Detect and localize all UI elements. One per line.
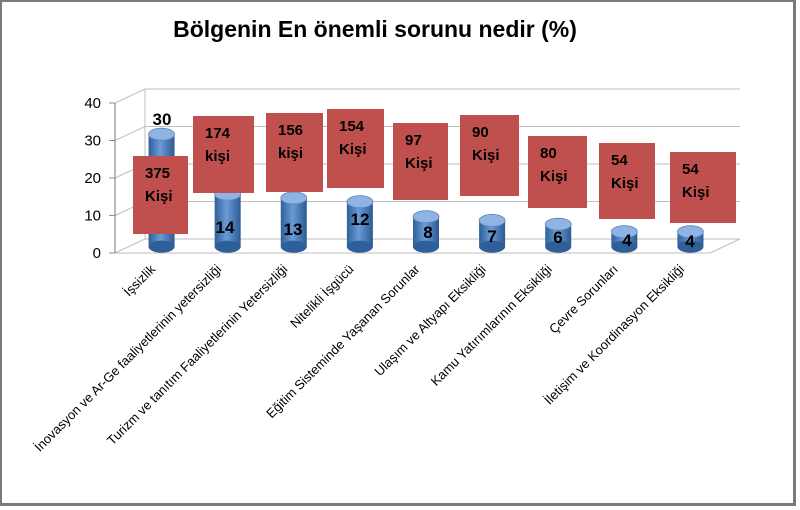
gridline-depth [114,238,146,254]
bar-base [413,240,439,253]
bar-top [346,195,374,209]
gridline-depth [114,126,146,141]
floor-right-edge [709,238,741,254]
bar [610,225,638,253]
count-number: 97 [405,132,422,149]
bar-body [214,194,241,247]
bar [280,191,308,253]
bar [412,210,440,253]
x-tick-label: Çevre Sorunları [546,262,621,337]
count-number: 90 [472,124,489,141]
bar [544,217,572,253]
count-box: 80 Kişi [528,136,587,208]
bar-top [478,214,506,227]
count-box-bg [193,116,254,193]
x-tick-label: İşsizlik [121,261,159,299]
count-number: 154 [339,118,365,135]
count-box-bg [528,136,587,208]
count-box-bg [327,109,384,188]
x-tick-label: Nitelikli İşgücü [287,262,356,331]
bar-top [148,127,175,141]
bar [346,195,374,253]
count-number: 54 [682,161,699,178]
count-unit: Kişi [611,175,639,192]
count-unit: Kişi [339,141,367,158]
count-number: 375 [145,165,170,182]
y-tick-label: 20 [84,170,101,187]
count-box-bg [670,152,736,223]
bar-top [412,210,440,224]
count-number: 80 [540,145,557,162]
bar-base [611,240,638,253]
bar-base [280,240,307,253]
bar-top [677,225,704,239]
value-label: 12 [351,210,370,229]
y-tick-label: 30 [84,133,101,150]
count-box: 54 Kişi [670,152,736,223]
x-tick-label: Ulaşım ve Altyapı Eksikliği [371,261,488,378]
value-label: 8 [423,223,432,242]
gridline-depth [114,88,146,104]
count-unit: Kişi [682,184,710,201]
value-label: 13 [284,220,303,239]
x-tick-label: Kamu Yatırımlarının Eksikliği [428,261,555,388]
bar [478,214,506,253]
value-label: 30 [153,110,172,129]
count-box: 156 kişi [266,113,323,192]
bar [677,225,704,253]
count-box-bg [460,115,519,196]
count-box: 90 Kişi [460,115,519,196]
bar-base [677,240,704,253]
chart-title: Bölgenin En önemli sorunu nedir (%) [173,16,577,42]
y-tick-label: 0 [93,245,101,262]
value-label: 4 [622,231,632,250]
bar-top [280,191,308,205]
bar-top [544,217,572,231]
y-tick-label: 10 [84,208,101,225]
y-tick-label: 40 [84,95,101,112]
count-number: 174 [205,125,231,142]
count-unit: Kişi [405,155,433,172]
bar-base [148,240,175,253]
count-box: 174 kişi [193,116,254,193]
count-unit: Kişi [472,147,500,164]
count-unit: Kişi [145,188,173,205]
count-box: 375 Kişi [133,156,188,234]
bar-top [610,225,638,239]
count-unit: kişi [205,148,230,165]
count-box-bg [133,156,188,234]
count-box: 97 Kişi [393,123,448,200]
count-box: 54 Kişi [599,143,655,219]
count-number: 156 [278,122,303,139]
x-tick-label: İletişim ve Koordinasyon Eksikliği [541,261,687,407]
value-label: 14 [216,218,235,237]
count-box-bg [393,123,448,200]
bar-base [479,240,506,253]
count-box: 154 Kişi [327,109,384,188]
count-unit: kişi [278,145,303,162]
bar-body [346,201,373,247]
bar-base [545,240,572,253]
value-label: 7 [487,227,496,246]
value-label: 4 [685,232,695,251]
count-unit: Kişi [540,168,568,185]
bar-base [346,240,373,253]
bar-body [280,197,307,247]
count-box-bg [266,113,323,192]
count-number: 54 [611,152,628,169]
count-box-bg [599,143,655,219]
bar-base [214,240,241,253]
value-label: 6 [553,228,562,247]
